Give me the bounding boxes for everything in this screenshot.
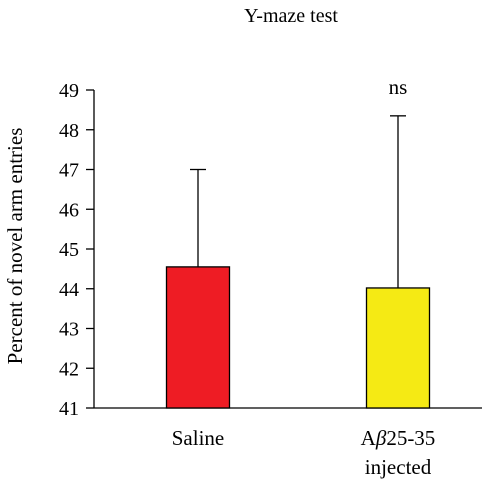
y-axis: 41 42 43 44 45 46 47 48 49 [59, 80, 95, 420]
y-tick-label: 48 [59, 120, 79, 142]
bar [165, 266, 231, 409]
y-tick-label: 42 [59, 358, 79, 380]
annotations: ns [389, 75, 408, 99]
category-labels: Saline Aβ25-35 injected [172, 426, 436, 479]
bars [165, 266, 431, 409]
y-tick-label: 44 [59, 279, 79, 301]
bar [365, 287, 431, 409]
y-tick-label: 46 [59, 199, 79, 221]
category-label: injected [365, 455, 432, 479]
category-label: Aβ25-35 [361, 426, 436, 450]
category-label: Saline [172, 426, 225, 450]
error-bars [190, 115, 406, 288]
chart-title: Y-maze test [244, 5, 338, 27]
significance-annotation: ns [389, 75, 408, 99]
y-axis-label: Percent of novel arm entries [3, 128, 27, 365]
y-tick-label: 47 [59, 160, 79, 182]
y-tick-label: 43 [59, 319, 79, 341]
y-tick-label: 45 [59, 239, 79, 261]
y-tick-label: 49 [59, 80, 79, 102]
y-tick-label: 41 [59, 398, 79, 420]
